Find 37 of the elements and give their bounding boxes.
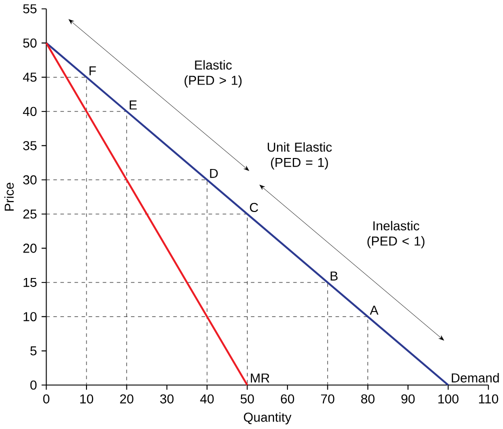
x-tick-label: 10 [80,394,94,404]
x-axis-title: Quantity [244,412,292,425]
x-tick-label: 20 [120,394,134,404]
y-tick-label: 45 [22,72,36,82]
x-tick-label: 110 [479,394,498,404]
x-tick-label: 0 [43,394,50,404]
y-tick-label: 10 [24,312,37,322]
y-tick-label: 15 [24,278,36,288]
annotation: D [210,169,218,178]
x-tick-label: 90 [401,394,415,404]
x-tick-label: 80 [361,394,374,404]
series-label: MR [250,374,270,383]
y-tick-label: 35 [23,141,36,150]
x-tick-label: 100 [438,394,458,404]
annotation: Elastic (PED > 1) [184,60,242,88]
x-tick-label: 50 [240,394,254,404]
x-tick-label: 40 [200,394,214,404]
y-tick-label: 5 [30,346,36,356]
annotation: Inelastic (PED < 1) [367,221,424,248]
y-axis-title: Price [4,182,14,211]
y-tick-label: 25 [23,210,36,219]
y-tick-label: 40 [22,107,37,116]
y-tick-label: 50 [23,38,37,48]
annotation: Unit Elastic (PED = 1) [268,142,332,170]
annotation: B [330,272,338,281]
annotation: F [90,66,96,76]
y-tick-label: 20 [23,244,37,253]
x-tick-label: 30 [160,394,174,404]
series-label: Demand [452,373,499,383]
x-tick-label: 60 [280,394,294,404]
y-tick-label: 55 [23,4,36,14]
annotation: A [370,306,378,315]
annotation: E [130,100,137,110]
y-tick-label: 0 [30,380,37,390]
annotation: C [250,203,258,212]
y-tick-label: 30 [23,175,37,185]
x-tick-label: 70 [321,394,334,404]
